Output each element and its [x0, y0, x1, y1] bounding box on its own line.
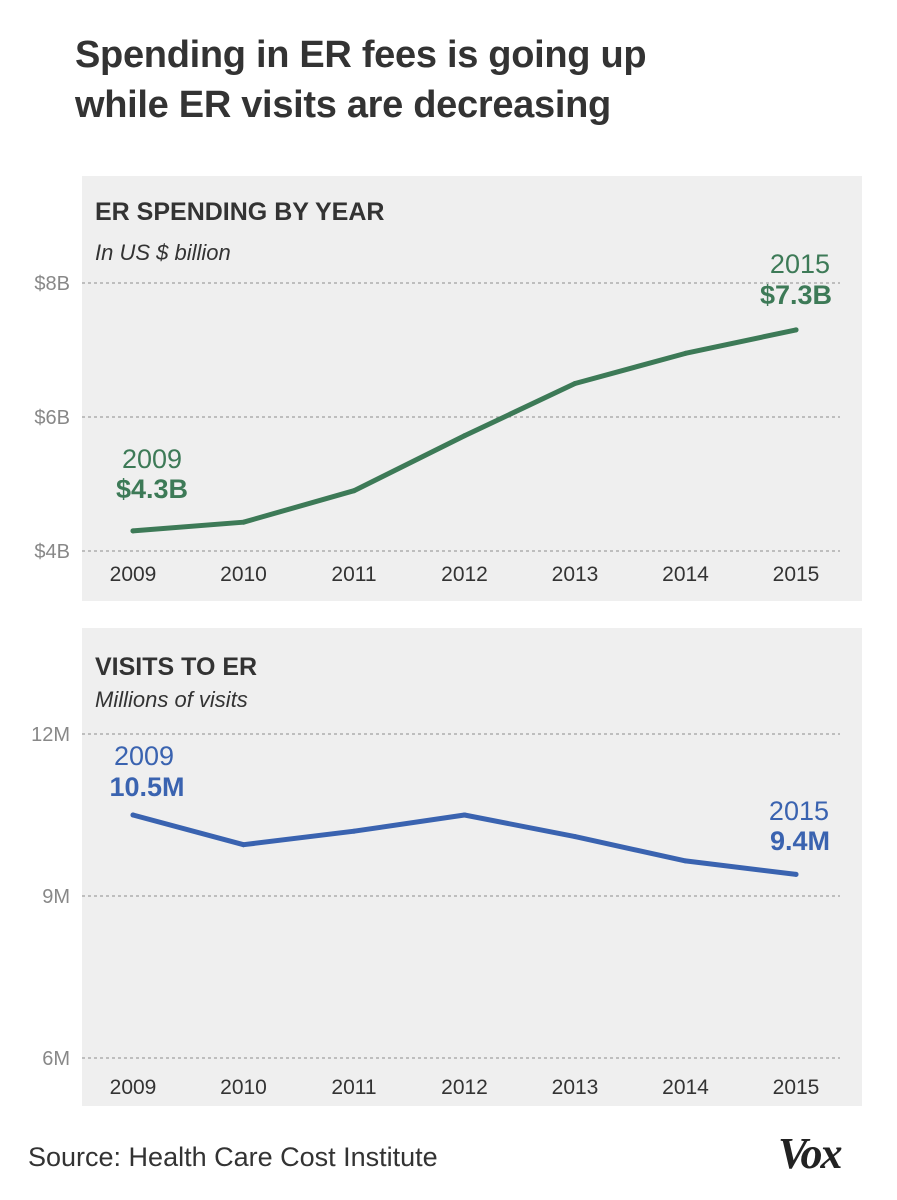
spending-data-point — [793, 327, 799, 333]
visits-chart: VISITS TO ER Millions of visits 6M9M12M … — [31, 653, 840, 1099]
visits-x-tick-label: 2011 — [331, 1076, 376, 1099]
visits-x-tick-label: 2013 — [552, 1076, 599, 1099]
spending-x-tick-label: 2012 — [441, 563, 488, 586]
spending-data-point — [351, 488, 357, 494]
spending-chart: ER SPENDING BY YEAR In US $ billion $4B $… — [34, 198, 840, 586]
visits-data-point — [351, 828, 357, 834]
source-note: Source: Health Care Cost Institute — [28, 1142, 438, 1172]
visits-y-tick-label: 9M — [42, 886, 70, 908]
spending-data-point — [683, 350, 688, 356]
visits-y-tick-label: 12M — [31, 724, 70, 746]
spending-y-tick-label: $4B — [34, 541, 70, 563]
spending-x-tick-label: 2013 — [552, 563, 599, 586]
visits-data-point — [462, 812, 467, 818]
visits-end-value-label: 9.4M — [770, 826, 830, 856]
visits-data-point — [683, 858, 688, 864]
spending-x-tick-label: 2014 — [662, 563, 709, 586]
spending-data-point — [462, 433, 467, 439]
visits-data-point — [572, 834, 578, 840]
visits-end-year-label: 2015 — [769, 796, 829, 826]
spending-data-point — [572, 381, 578, 386]
headline-line-1: Spending in ER fees is going up — [75, 34, 647, 76]
visits-data-point — [793, 871, 799, 877]
vox-logo: Vox — [778, 1129, 843, 1178]
visits-chart-title: VISITS TO ER — [95, 653, 257, 681]
spending-chart-panel — [82, 176, 862, 601]
spending-y-tick-label: $6B — [34, 407, 70, 429]
spending-end-value-label: $7.3B — [760, 280, 832, 310]
visits-data-point — [241, 842, 246, 848]
headline-line-2: while ER visits are decreasing — [75, 84, 611, 126]
visits-x-tick-label: 2015 — [773, 1076, 820, 1099]
visits-data-point — [130, 812, 136, 818]
spending-start-value-label: $4.3B — [116, 474, 188, 504]
visits-x-tick-label: 2012 — [441, 1076, 488, 1099]
spending-end-year-label: 2015 — [770, 249, 830, 279]
visits-chart-subtitle: Millions of visits — [95, 687, 248, 712]
visits-x-tick-label: 2010 — [220, 1076, 267, 1099]
visits-start-value-label: 10.5M — [109, 772, 184, 802]
spending-data-point — [130, 528, 136, 534]
visits-start-year-label: 2009 — [114, 741, 174, 771]
spending-x-tick-label: 2011 — [331, 563, 376, 586]
visits-x-tick-label: 2009 — [110, 1076, 157, 1099]
spending-chart-subtitle: In US $ billion — [95, 240, 231, 265]
spending-x-tick-label: 2015 — [773, 563, 820, 586]
visits-x-tick-label: 2014 — [662, 1076, 709, 1099]
spending-x-tick-label: 2009 — [110, 563, 157, 586]
spending-chart-title: ER SPENDING BY YEAR — [95, 198, 384, 226]
spending-y-tick-label: $8B — [34, 273, 70, 295]
spending-start-year-label: 2009 — [122, 444, 182, 474]
headline: Spending in ER fees is going up while ER… — [75, 30, 855, 130]
spending-x-tick-label: 2010 — [220, 563, 267, 586]
visits-series-line — [130, 812, 799, 877]
spending-series-line — [130, 327, 799, 534]
spending-data-point — [241, 519, 246, 525]
visits-y-tick-label: 6M — [42, 1048, 70, 1070]
